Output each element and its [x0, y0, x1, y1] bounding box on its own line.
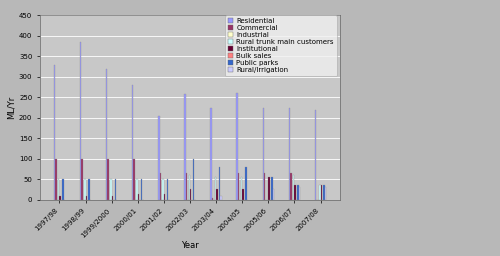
Y-axis label: ML/Yr: ML/Yr	[7, 96, 16, 119]
Bar	[106, 69, 108, 200]
Bar	[264, 173, 266, 200]
Bar	[162, 179, 164, 200]
Bar	[186, 173, 187, 200]
Bar	[219, 167, 220, 200]
Bar	[320, 185, 322, 200]
Bar	[81, 159, 82, 200]
Bar	[319, 185, 320, 200]
Bar	[58, 179, 59, 200]
Bar	[324, 185, 325, 200]
Bar	[271, 177, 272, 200]
Bar	[138, 194, 139, 200]
Bar	[160, 173, 161, 200]
Bar	[132, 85, 134, 200]
Bar	[238, 173, 240, 200]
Bar	[136, 179, 138, 200]
Bar	[184, 94, 186, 200]
Bar	[114, 179, 116, 200]
Bar	[110, 179, 112, 200]
Bar	[220, 196, 222, 200]
Bar	[167, 179, 168, 200]
X-axis label: Year: Year	[181, 241, 199, 250]
Bar	[112, 196, 113, 200]
Bar	[268, 177, 270, 200]
Bar	[325, 187, 326, 200]
Bar	[245, 167, 246, 200]
Bar	[193, 159, 194, 200]
Bar	[212, 198, 213, 200]
Bar	[262, 108, 264, 200]
Bar	[288, 108, 290, 200]
Bar	[108, 159, 109, 200]
Legend: Residential, Commercial, Industrial, Rural trunk main customers, Institutional, : Residential, Commercial, Industrial, Rur…	[225, 15, 336, 76]
Bar	[214, 177, 216, 200]
Bar	[54, 65, 55, 200]
Bar	[134, 159, 135, 200]
Bar	[299, 187, 300, 200]
Bar	[88, 179, 90, 200]
Bar	[293, 175, 294, 200]
Bar	[190, 189, 192, 200]
Bar	[241, 177, 242, 200]
Bar	[298, 185, 299, 200]
Bar	[86, 196, 87, 200]
Bar	[242, 189, 244, 200]
Bar	[294, 185, 296, 200]
Bar	[236, 93, 238, 200]
Bar	[272, 189, 274, 200]
Bar	[80, 42, 81, 200]
Bar	[164, 194, 166, 200]
Bar	[60, 196, 61, 200]
Bar	[188, 175, 190, 200]
Bar	[210, 108, 212, 200]
Bar	[55, 159, 56, 200]
Bar	[290, 173, 292, 200]
Bar	[62, 179, 64, 200]
Bar	[216, 189, 218, 200]
Bar	[315, 110, 316, 200]
Bar	[84, 179, 86, 200]
Bar	[158, 116, 160, 200]
Bar	[140, 179, 142, 200]
